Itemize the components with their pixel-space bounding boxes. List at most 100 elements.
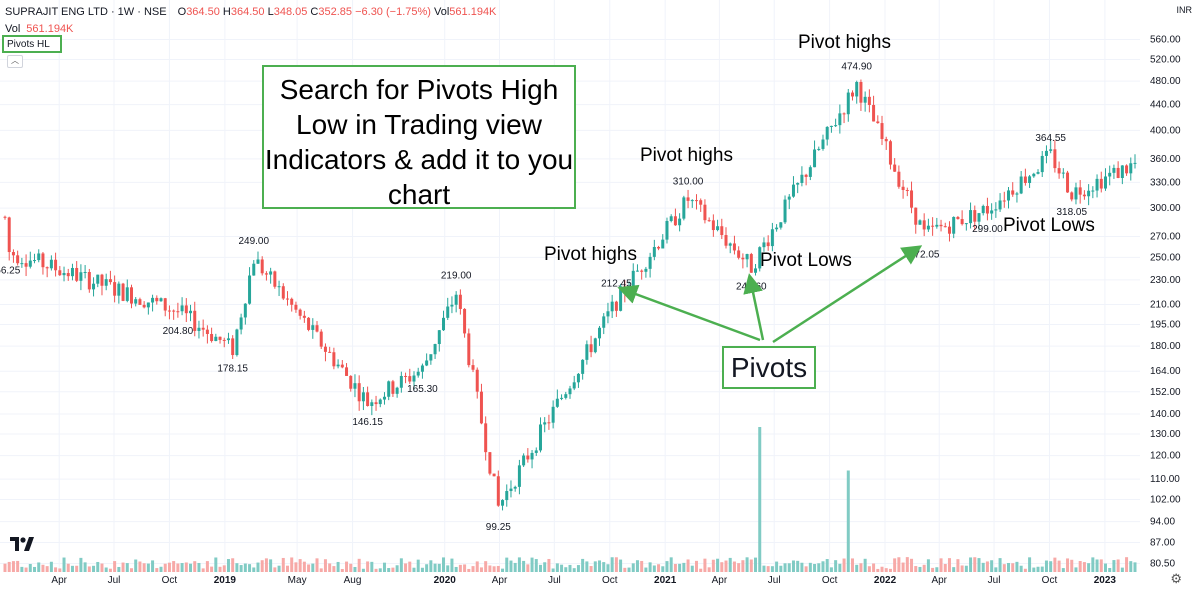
volume-bar [210, 566, 214, 572]
candle-body [298, 309, 302, 316]
time-tick-label: Apr [931, 575, 947, 586]
volume-bar [926, 559, 930, 572]
candle-body [442, 317, 446, 331]
candle-body [16, 255, 20, 264]
time-tick-label: Apr [51, 575, 67, 586]
candle-body [273, 271, 277, 287]
price-tick-label: 180.00 [1150, 341, 1181, 352]
candle-body [1103, 176, 1107, 189]
volume-bar [517, 557, 521, 572]
candle-body [290, 298, 294, 305]
currency-label[interactable]: INR [1176, 5, 1193, 15]
candle-body [374, 402, 378, 405]
candle-body [1112, 167, 1116, 173]
volume-bar [433, 563, 437, 572]
candle-body [576, 373, 580, 383]
volume-bar [813, 563, 817, 572]
pivot-lows-annotation-1: Pivot Lows [760, 250, 852, 271]
volume-bar [201, 568, 205, 572]
candle-body [859, 81, 863, 103]
volume-bar [576, 565, 580, 572]
candle-body [1129, 163, 1133, 174]
candle-body [1049, 149, 1053, 151]
volume-bar [522, 560, 526, 572]
volume-bar [437, 563, 441, 572]
volume-bar [652, 565, 656, 572]
volume-bar [231, 558, 235, 572]
candle-body [467, 333, 471, 366]
volume-bar [964, 565, 968, 572]
volume-bar [783, 563, 787, 572]
volume-bar [184, 562, 188, 572]
price-tick-label: 120.00 [1150, 451, 1181, 462]
time-tick-label: 2019 [214, 575, 237, 586]
price-tick-label: 230.00 [1150, 275, 1181, 286]
volume-bar [205, 561, 209, 572]
pivot-price-label: 318.05 [1056, 207, 1087, 218]
candle-body [779, 222, 783, 228]
candle-body [977, 213, 981, 222]
pivots-annotation-box: Pivots [722, 346, 816, 389]
volume-bar [614, 557, 618, 572]
volume-bar [960, 565, 964, 572]
candle-body [657, 246, 661, 249]
indicator-pivots-hl[interactable]: Pivots HL [2, 35, 62, 53]
volume-bar [492, 566, 496, 572]
price-tick-label: 195.00 [1150, 319, 1181, 330]
volume-bar [538, 564, 542, 572]
candle-body [905, 190, 909, 192]
time-tick-label: 2020 [434, 575, 457, 586]
volume-bar [585, 561, 589, 572]
candle-body [96, 274, 100, 284]
volume-legend[interactable]: Vol 561.194K [5, 23, 73, 35]
volume-bar [1082, 562, 1086, 572]
price-tick-label: 270.00 [1150, 232, 1181, 243]
volume-bar [45, 566, 49, 572]
price-tick-label: 480.00 [1150, 76, 1181, 87]
volume-bar [1116, 559, 1120, 572]
gear-icon[interactable]: ⚙ [1170, 571, 1182, 586]
candle-body [1015, 193, 1019, 195]
volume-bar [619, 559, 623, 572]
time-tick-label: Oct [162, 575, 178, 586]
candle-body [931, 225, 935, 227]
volume-bar [1099, 559, 1103, 572]
volume-bar [420, 567, 424, 572]
volume-bar [1133, 562, 1137, 572]
price-tick-label: 210.00 [1150, 299, 1181, 310]
candle-body [1019, 176, 1023, 194]
candle-body [834, 125, 838, 127]
volume-bar [606, 564, 610, 572]
candle-body [1099, 178, 1103, 189]
tradingview-logo-icon[interactable] [10, 537, 40, 557]
symbol-title[interactable]: SUPRAJIT ENG LTD · 1W · NSE [5, 6, 167, 18]
candle-body [408, 376, 412, 382]
candle-body [193, 310, 197, 331]
candle-body [1011, 190, 1015, 195]
volume-bar [838, 563, 842, 572]
time-tick-label: 2023 [1094, 575, 1117, 586]
volume-bar [176, 563, 180, 572]
candle-body [534, 450, 538, 453]
candle-body [33, 260, 37, 262]
candle-body [762, 242, 766, 248]
candle-body [926, 225, 930, 230]
volume-bar [92, 565, 96, 572]
volume-bar [732, 561, 736, 572]
candle-body [226, 338, 230, 341]
volume-bar [825, 559, 829, 572]
candle-body [54, 259, 58, 271]
candle-body [994, 209, 998, 211]
candle-body [104, 279, 108, 286]
chevron-up-icon[interactable]: ︿ [7, 55, 23, 68]
volume-bar [977, 558, 981, 572]
volume-bar [298, 559, 302, 572]
volume-bar [888, 568, 892, 572]
volume-bar [1066, 558, 1070, 572]
volume-bar [33, 566, 37, 572]
candle-body [336, 364, 340, 367]
vol-value: 561.194K [449, 6, 497, 18]
candle-body [484, 423, 488, 453]
candle-body [328, 351, 332, 353]
